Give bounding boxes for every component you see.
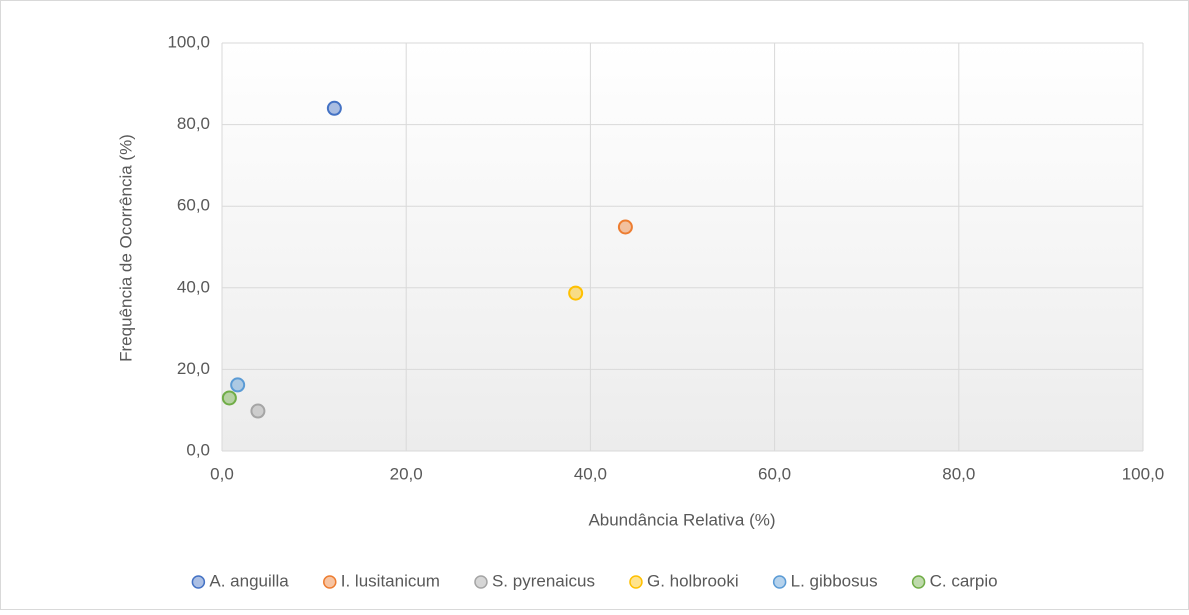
x-tick-label: 40,0 <box>574 464 607 483</box>
legend-label: L. gibbosus <box>791 571 878 590</box>
data-point <box>230 377 246 393</box>
x-tick-label: 60,0 <box>758 464 791 483</box>
y-tick-label: 100,0 <box>167 32 210 51</box>
legend-marker <box>772 575 787 589</box>
data-point <box>250 403 266 419</box>
legend-label: S. pyrenaicus <box>492 571 595 590</box>
y-axis-title: Frequência de Ocorrência (%) <box>116 134 135 362</box>
legend-marker <box>474 575 488 589</box>
y-tick-label: 80,0 <box>177 114 210 133</box>
legend-label: A. anguilla <box>209 571 289 590</box>
x-tick-label: 0,0 <box>210 464 234 483</box>
legend-label: C. carpio <box>930 571 998 590</box>
y-tick-label: 40,0 <box>177 277 210 296</box>
x-tick-label: 20,0 <box>390 464 423 483</box>
y-tick-label: 20,0 <box>177 359 210 378</box>
plot-area <box>222 43 1143 451</box>
data-point <box>326 100 342 116</box>
x-tick-label: 80,0 <box>942 464 975 483</box>
y-tick-label: 0,0 <box>186 440 210 459</box>
legend-marker <box>911 575 926 589</box>
data-point <box>221 390 237 406</box>
x-tick-label: 100,0 <box>1122 464 1165 483</box>
data-point <box>568 285 584 301</box>
data-point <box>617 219 633 235</box>
y-tick-label: 60,0 <box>177 196 210 215</box>
legend-marker <box>191 575 206 589</box>
legend-label: I. lusitanicum <box>341 571 440 590</box>
x-axis-title: Abundância Relativa (%) <box>588 510 775 529</box>
legend-marker <box>323 575 337 589</box>
legend-marker <box>629 575 643 589</box>
legend-label: G. holbrooki <box>647 571 739 590</box>
